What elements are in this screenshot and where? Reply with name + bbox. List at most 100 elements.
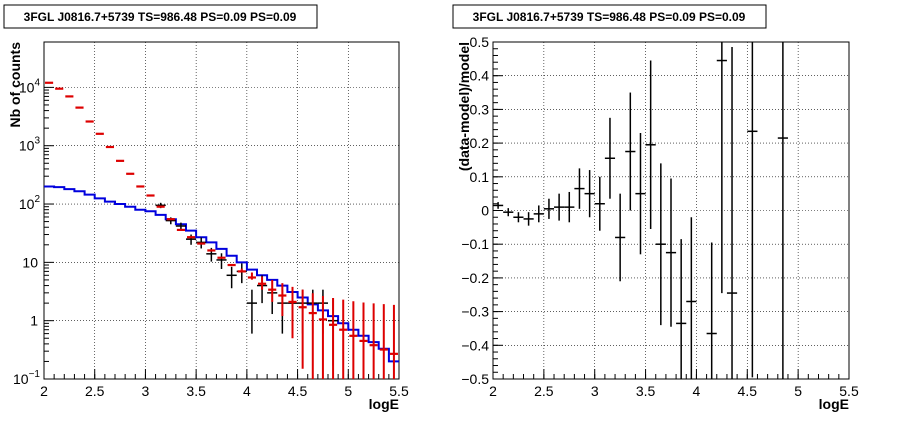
right-y-tick-label: 0.3 [470, 101, 490, 117]
right-y-tick-label: −0.4 [461, 337, 489, 353]
data-point [175, 222, 186, 230]
right-x-tick-label: 4 [693, 383, 701, 399]
model-point [258, 276, 267, 290]
right-x-tick-label: 4.5 [738, 383, 758, 399]
data-point [216, 253, 227, 269]
model-point [268, 279, 277, 302]
residual-point [747, 42, 758, 378]
right-marks [493, 42, 788, 379]
left-title: 3FGL J0816.7+5739 TS=986.48 PS=0.09 PS=0… [24, 10, 297, 24]
right-x-tick-label: 2.5 [534, 383, 554, 399]
left-y-tick-labels: 10−1 1 10 102 103 104 [13, 77, 40, 387]
residual-point [493, 202, 504, 209]
model-point [369, 303, 378, 379]
right-x-tick-label: 3.5 [636, 383, 656, 399]
model-point [278, 283, 287, 317]
model-pointsource-step-line [44, 185, 399, 363]
right-x-tick-label: 2 [489, 383, 497, 399]
left-panel: 3FGL J0816.7+5739 TS=986.48 PS=0.09 PS=0… [3, 4, 409, 412]
left-y-tick-label: 102 [19, 194, 41, 212]
residual-point [706, 242, 717, 379]
data-point [226, 266, 237, 289]
residual-point [503, 208, 514, 217]
left-grid [44, 42, 399, 379]
left-title-box [3, 4, 318, 29]
model-point [379, 304, 388, 379]
left-x-tick-label: 3.5 [186, 383, 206, 399]
right-x-tick-label: 5.5 [839, 383, 859, 399]
left-x-tick-label: 4.5 [288, 383, 308, 399]
residual-point [655, 163, 666, 326]
right-title: 3FGL J0816.7+5739 TS=986.48 PS=0.09 PS=0… [473, 10, 746, 24]
residual-point [615, 193, 626, 282]
right-y-tick-label: −0.2 [461, 270, 489, 286]
right-title-box [452, 4, 767, 29]
right-y-tick-label: 0.5 [470, 34, 490, 50]
model-point [288, 286, 297, 339]
residual-point [543, 198, 555, 219]
residual-point [604, 117, 616, 199]
left-y-tick-label: 10−1 [13, 369, 40, 387]
right-x-tick-label: 5 [794, 383, 802, 399]
left-marks [44, 81, 399, 379]
left-x-tick-label: 5 [344, 383, 352, 399]
data-point [186, 234, 197, 245]
left-plot-frame [43, 41, 400, 380]
left-x-tick-label: 3 [142, 383, 150, 399]
residual-point [686, 217, 697, 379]
residual-point [777, 42, 788, 379]
model-point [329, 297, 338, 379]
left-x-tick-label: 2.5 [85, 383, 105, 399]
residual-point [523, 212, 534, 226]
right-y-tick-label: −0.5 [461, 371, 489, 387]
residual-point [625, 92, 636, 211]
data-point [246, 289, 257, 334]
left-y-tick-label: 1 [30, 313, 38, 329]
residual-point [594, 176, 605, 231]
right-y-tick-labels: −0.5 −0.4 −0.3 −0.2 −0.1 0 0.1 0.2 0.3 0.4 0.5 [461, 34, 489, 387]
right-x-tick-labels: 2 2.5 3 3.5 4 4.5 5 5.5 [489, 383, 859, 399]
model-point [349, 301, 358, 379]
right-ticks [492, 41, 850, 380]
residual-point [645, 60, 656, 230]
left-x-tick-label: 5.5 [389, 383, 409, 399]
data-point [236, 263, 247, 284]
right-x-tick-label: 3 [591, 383, 599, 399]
left-x-tick-label: 4 [243, 383, 251, 399]
residual-point [533, 205, 544, 223]
model-point [359, 302, 368, 379]
residual-point [716, 42, 727, 294]
left-x-axis-label: logE [369, 396, 399, 412]
residual-point [665, 178, 677, 327]
residual-point [564, 191, 575, 223]
left-y-tick-label: 10 [22, 254, 38, 270]
right-y-tick-label: −0.1 [461, 236, 489, 252]
right-y-tick-label: 0 [481, 203, 489, 219]
left-ticks [43, 86, 400, 380]
residual-point [554, 193, 565, 221]
model-point [237, 268, 246, 273]
residual-point [676, 239, 687, 379]
left-y-tick-label: 104 [19, 77, 41, 95]
model-point [247, 272, 256, 280]
model-point [308, 293, 317, 379]
residual-point [584, 170, 595, 218]
right-x-axis-label: logE [819, 396, 849, 412]
left-y-axis-label: Nb of counts [7, 42, 23, 128]
model-point [318, 295, 327, 379]
residual-point [513, 212, 524, 223]
residual-point [574, 168, 585, 209]
residual-point [635, 132, 646, 255]
model-point [389, 304, 398, 379]
left-x-tick-labels: 2 2.5 3 3.5 4 4.5 5 5.5 [40, 383, 409, 399]
right-y-tick-label: 0.4 [470, 68, 490, 84]
right-panel: 3FGL J0816.7+5739 TS=986.48 PS=0.09 PS=0… [452, 4, 859, 412]
right-y-tick-label: −0.3 [461, 304, 489, 320]
right-y-axis-label: (data-model)/model [456, 42, 472, 171]
right-y-tick-label: 0.1 [470, 169, 490, 185]
right-y-tick-label: 0.2 [470, 135, 490, 151]
residual-point [726, 47, 738, 379]
left-y-tick-label: 103 [19, 136, 41, 154]
model-point [298, 289, 307, 369]
